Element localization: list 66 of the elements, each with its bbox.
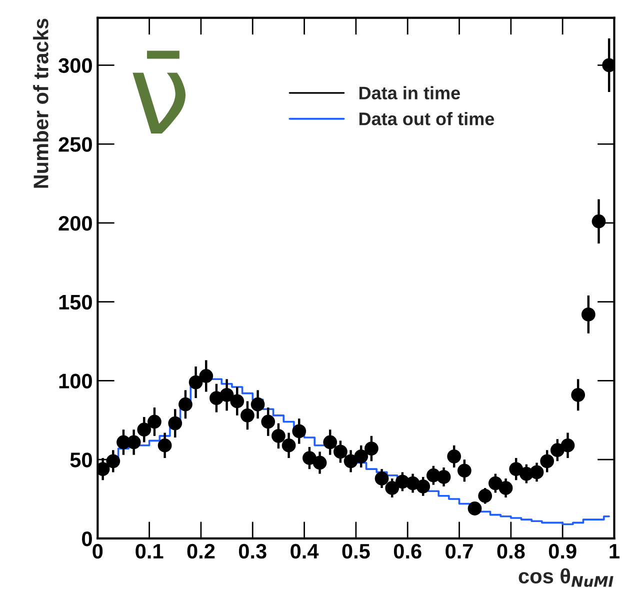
point — [178, 397, 192, 412]
y-tick-label: 100 — [59, 374, 92, 388]
point — [478, 488, 492, 503]
x-tick-label: 0.9 — [548, 544, 576, 559]
x-tick-label: 0 — [92, 544, 103, 559]
point — [488, 476, 502, 490]
x-tick-label: 0.4 — [290, 544, 319, 559]
y-tick-label: 250 — [58, 137, 92, 152]
x-tick-label: 0.1 — [136, 544, 164, 559]
point — [272, 428, 286, 443]
point — [126, 435, 141, 450]
point — [282, 438, 296, 452]
point — [509, 462, 524, 476]
y-tick-label: 300 — [58, 58, 92, 73]
point — [385, 481, 400, 495]
point — [210, 391, 224, 406]
point — [344, 454, 358, 468]
point — [468, 502, 482, 516]
point — [447, 449, 462, 464]
y-tick-label: 0 — [82, 531, 92, 546]
point — [137, 422, 152, 437]
x-tick-label: 0.8 — [497, 544, 525, 559]
point — [416, 479, 430, 494]
x-axis-title: cos θ$_{NuMI}$ — [518, 568, 614, 587]
point — [106, 454, 120, 468]
point — [592, 214, 606, 228]
x-tick-label: 0.2 — [187, 544, 215, 559]
y-tick-label: 150 — [59, 294, 92, 310]
point — [261, 414, 276, 429]
point — [312, 456, 327, 470]
point — [199, 369, 214, 383]
point — [571, 388, 586, 402]
point — [148, 414, 162, 429]
point — [158, 438, 172, 452]
x-tick-label: 0.5 — [342, 544, 370, 559]
point — [302, 451, 316, 465]
point — [581, 308, 596, 322]
point — [560, 438, 575, 452]
point — [540, 454, 554, 468]
point — [530, 465, 544, 480]
point — [220, 388, 234, 402]
x-tick-label: 1 — [610, 544, 620, 558]
point — [240, 408, 254, 422]
point — [457, 464, 472, 478]
point — [374, 472, 389, 486]
annotation: ν̄ — [132, 50, 186, 134]
x-tick-label: 0.3 — [238, 544, 266, 559]
point — [230, 394, 244, 408]
point — [292, 424, 306, 438]
point — [188, 375, 203, 390]
y-tick-label: 200 — [58, 216, 92, 231]
point — [354, 449, 368, 464]
legend-label: Data out of time — [359, 112, 494, 126]
point — [168, 416, 182, 430]
x-tick-label: 0.6 — [394, 544, 422, 559]
point — [498, 481, 513, 495]
point — [436, 470, 451, 484]
point — [334, 444, 348, 459]
point — [323, 435, 338, 450]
point — [250, 397, 265, 412]
y-tick-label: 50 — [70, 452, 92, 468]
point — [550, 443, 564, 458]
x-tick-label: 0.7 — [446, 544, 473, 559]
legend-label: Data in time — [359, 86, 460, 100]
point — [364, 442, 378, 456]
y-axis-title: Number of tracks — [33, 18, 48, 188]
